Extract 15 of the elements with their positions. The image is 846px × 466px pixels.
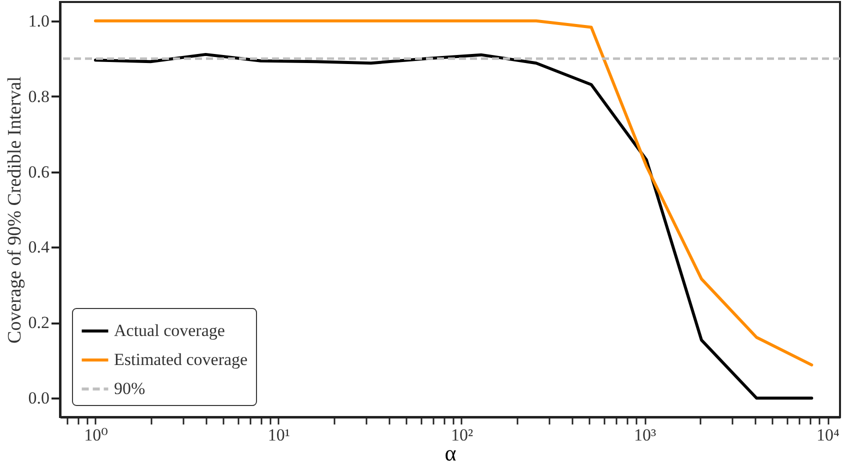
y-axis-title: Coverage of 90% Credible Interval	[4, 76, 26, 344]
y-tick-label: 0.6	[28, 162, 50, 182]
y-tick-label: 0.2	[28, 313, 50, 332]
x-tick-label: 10³	[634, 426, 656, 444]
y-tick-label: 0.4	[28, 238, 50, 257]
y-tick-label: 0.0	[28, 388, 50, 408]
y-tick-label: 0.8	[28, 86, 50, 106]
line-series	[94, 52, 814, 400]
legend-label: Actual coverage	[114, 321, 225, 340]
y-tick-label: 1.0	[28, 11, 50, 30]
x-tick-label: 10¹	[268, 426, 290, 444]
legend-label: Estimated coverage	[114, 350, 248, 369]
x-tick-label: 10⁰	[84, 426, 108, 444]
legend-label: 90%	[114, 379, 146, 398]
x-tick-label: 10⁴	[816, 426, 840, 444]
